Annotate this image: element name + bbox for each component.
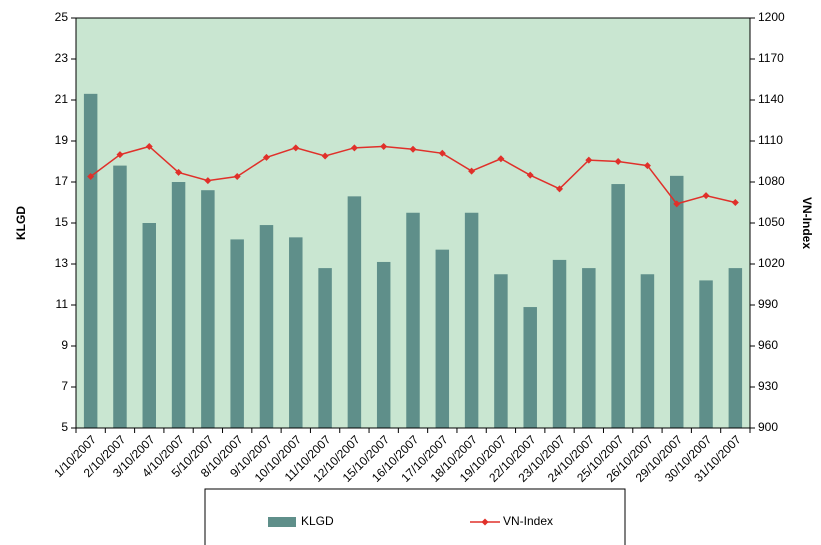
y-tick-label: 21 bbox=[55, 92, 69, 106]
line-marker bbox=[731, 199, 739, 206]
y2-axis-title: VN-Index bbox=[800, 197, 814, 249]
y-tick-label: 13 bbox=[55, 256, 69, 270]
bar bbox=[464, 212, 479, 428]
line-marker bbox=[321, 152, 329, 160]
y2-tick-label: 1080 bbox=[758, 174, 785, 188]
bar bbox=[347, 196, 362, 428]
y2-tick-label: 1020 bbox=[758, 256, 785, 270]
y-axis-title: KLGD bbox=[14, 206, 28, 240]
bar bbox=[113, 165, 127, 428]
line-marker bbox=[292, 144, 300, 152]
plot-border bbox=[75, 17, 751, 429]
bar bbox=[142, 223, 157, 428]
bar bbox=[552, 259, 567, 428]
y2-tick-label: 1170 bbox=[758, 51, 784, 65]
y2-tick-label: 1110 bbox=[758, 133, 783, 147]
line-marker bbox=[145, 142, 153, 150]
line-marker bbox=[614, 158, 622, 165]
line-marker bbox=[380, 142, 388, 150]
legend-swatch bbox=[268, 517, 296, 527]
bar bbox=[289, 237, 303, 428]
line-marker bbox=[673, 200, 681, 208]
line-marker bbox=[643, 162, 651, 170]
line-marker bbox=[702, 192, 710, 200]
bar bbox=[376, 261, 391, 428]
y-tick-label: 7 bbox=[61, 379, 68, 393]
y2-tick-label: 1200 bbox=[758, 10, 785, 24]
y-tick-label: 17 bbox=[55, 174, 69, 188]
y2-tick-label: 960 bbox=[758, 338, 778, 352]
line-marker bbox=[585, 156, 593, 164]
bar bbox=[523, 307, 537, 428]
legend-label: KLGD bbox=[301, 514, 334, 528]
line-marker bbox=[438, 149, 446, 157]
y-tick-label: 25 bbox=[55, 10, 69, 24]
y-tick-label: 19 bbox=[55, 133, 69, 147]
bar bbox=[230, 239, 244, 428]
bar bbox=[728, 268, 743, 428]
y-tick-label: 15 bbox=[55, 215, 69, 229]
legend-marker bbox=[481, 518, 489, 526]
line-marker bbox=[175, 168, 183, 176]
bar bbox=[406, 212, 420, 428]
bar bbox=[699, 280, 713, 428]
bar bbox=[640, 274, 655, 428]
bar bbox=[494, 274, 508, 428]
y-tick-label: 23 bbox=[55, 51, 69, 65]
y2-tick-label: 990 bbox=[758, 297, 778, 311]
y-tick-label: 5 bbox=[61, 420, 68, 434]
legend-label: VN-Index bbox=[503, 514, 553, 528]
line-marker bbox=[497, 155, 505, 163]
y2-tick-label: 1140 bbox=[758, 92, 784, 106]
bar bbox=[83, 93, 98, 428]
line-marker bbox=[350, 144, 358, 152]
line-marker bbox=[204, 177, 212, 185]
line-marker bbox=[556, 185, 564, 193]
line-marker bbox=[116, 151, 124, 159]
y2-tick-label: 930 bbox=[758, 379, 778, 393]
y2-tick-label: 1050 bbox=[758, 215, 785, 229]
line-marker bbox=[262, 153, 270, 161]
y-tick-label: 9 bbox=[61, 338, 68, 352]
bar bbox=[582, 268, 596, 428]
line-marker bbox=[526, 171, 534, 179]
y-tick-label: 11 bbox=[56, 297, 69, 311]
line-marker bbox=[233, 173, 241, 181]
bar bbox=[318, 268, 332, 428]
y2-tick-label: 900 bbox=[758, 420, 778, 434]
bar bbox=[435, 249, 450, 428]
bar bbox=[611, 184, 625, 428]
bar bbox=[201, 190, 215, 428]
bar bbox=[669, 175, 684, 428]
line-marker bbox=[409, 145, 417, 153]
line-marker bbox=[468, 167, 476, 175]
line-marker bbox=[87, 173, 95, 181]
bar bbox=[259, 225, 274, 428]
bar bbox=[171, 182, 186, 428]
